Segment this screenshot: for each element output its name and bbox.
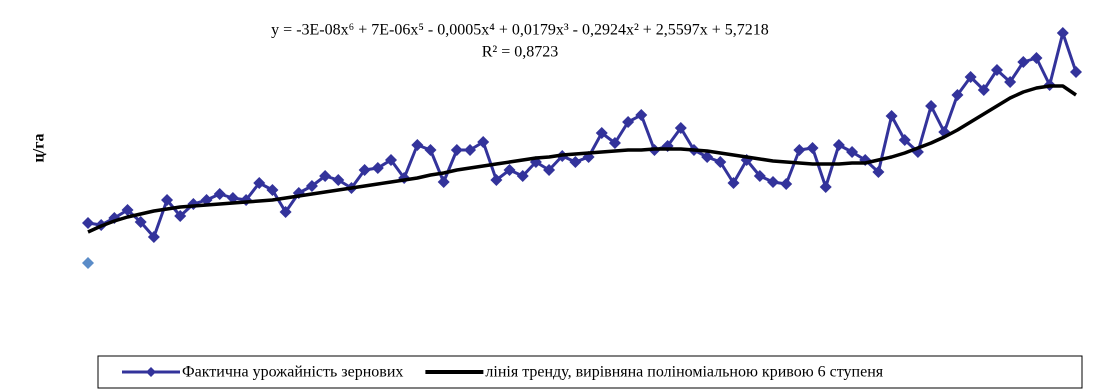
marker [1004,76,1017,88]
marker [266,184,279,196]
marker [450,144,463,156]
legend-marker [146,367,156,377]
marker [516,170,529,182]
marker [701,151,714,163]
marker [82,257,94,269]
marker [437,176,450,188]
marker [490,174,503,186]
marker [964,71,977,83]
marker [200,194,213,206]
marker [846,146,859,158]
marker [305,180,318,192]
marker [951,89,964,101]
marker [134,216,147,228]
marker [384,154,397,166]
marker [608,137,621,149]
marker [622,116,635,128]
marker [714,156,727,168]
marker [253,177,266,189]
marker [753,170,766,182]
marker [595,127,608,139]
marker [477,136,490,148]
marker [332,174,345,186]
legend-label: лінія тренду, вирівняна поліноміальною к… [485,364,883,381]
marker [319,170,332,182]
marker [925,100,938,112]
marker [279,206,292,218]
marker [793,144,806,156]
series-line [87,31,1078,239]
marker [806,142,819,154]
marker [174,210,187,222]
marker [990,64,1003,76]
marker [147,231,160,243]
marker [898,134,911,146]
marker [872,166,885,178]
marker [464,144,477,156]
marker [161,194,174,206]
marker [727,177,740,189]
marker [411,139,424,151]
marker [543,164,556,176]
marker [1030,52,1043,64]
marker [226,192,239,204]
marker [503,164,516,176]
marker [121,204,134,216]
marker [674,122,687,134]
marker [635,109,648,121]
marker [1056,27,1069,39]
marker [832,139,845,151]
marker [358,164,371,176]
legend-box [97,355,1083,389]
marker [82,217,94,229]
marker [780,178,793,190]
marker [569,156,582,168]
marker [885,110,898,122]
y-axis-label: ц/га [31,134,48,163]
marker [424,144,437,156]
marker [1017,56,1030,68]
legend-label: Фактична урожайність зернових [182,364,403,381]
marker [1070,66,1082,78]
marker [977,84,990,96]
marker [767,176,780,188]
trend-line [87,84,1077,234]
marker [213,188,226,200]
equation: y = -3E-08x⁶ + 7E-06x⁵ - 0,0005x⁴ + 0,01… [271,22,769,39]
marker [819,181,832,193]
marker [371,162,384,174]
r-squared: R² = 0,8723 [482,44,559,61]
